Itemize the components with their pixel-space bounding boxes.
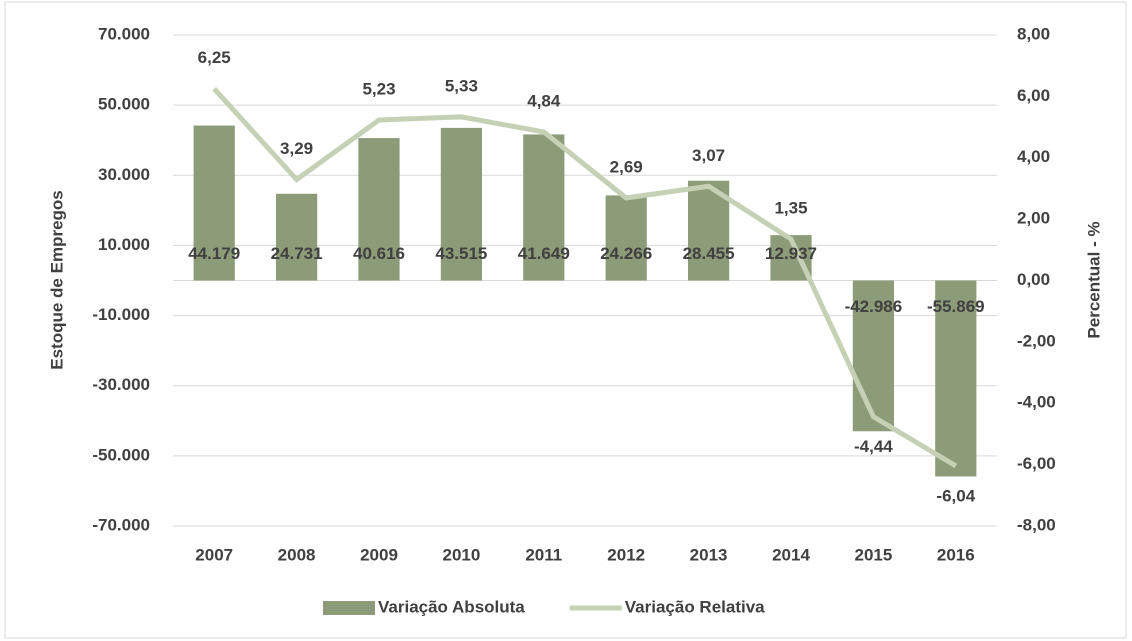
bar — [193, 125, 235, 281]
y-tick-label: 70.000 — [98, 24, 150, 43]
line — [212, 87, 958, 469]
y2-axis-label: Percentual - % — [1084, 221, 1103, 338]
bar — [935, 280, 977, 477]
x-tick-label: 2014 — [772, 545, 810, 564]
y2-tick-label: -8,00 — [1017, 515, 1056, 534]
bar-value-label: -55.869 — [927, 297, 985, 316]
x-tick-label: 2009 — [360, 545, 398, 564]
y2-tick-label: 4,00 — [1017, 147, 1050, 166]
y-axis-label: Estoque de Empregos — [47, 190, 66, 369]
x-tick-label: 2010 — [442, 545, 480, 564]
y-tick-label: 50.000 — [98, 95, 150, 114]
y-tick-label: -50.000 — [92, 445, 150, 464]
x-tick-label: 2007 — [195, 545, 233, 564]
y-tick-label: -10.000 — [92, 305, 150, 324]
bar — [523, 134, 565, 281]
y-tick-label: 30.000 — [98, 165, 150, 184]
legend-label: Variação Absoluta — [378, 597, 525, 616]
line-value-label: 5,33 — [445, 76, 478, 95]
bar — [605, 195, 647, 281]
line-value-label: 5,23 — [362, 79, 395, 98]
line-value-label: 6,25 — [198, 48, 231, 67]
chart-border — [4, 1, 1127, 639]
bar-value-label: -42.986 — [845, 297, 903, 316]
y2-tick-label: 6,00 — [1017, 86, 1050, 105]
y2-tick-label: -2,00 — [1017, 331, 1056, 350]
line-value-label: 1,35 — [774, 199, 807, 218]
y-tick-label: -70.000 — [92, 515, 150, 534]
bar — [852, 280, 894, 432]
bar — [358, 138, 400, 281]
line-value-label: 3,07 — [692, 146, 725, 165]
legend-swatch — [323, 601, 375, 615]
bar-value-label: 40.616 — [353, 244, 405, 263]
y2-tick-label: 2,00 — [1017, 209, 1050, 228]
y-tick-label: 10.000 — [98, 235, 150, 254]
line-value-label: 2,69 — [610, 157, 643, 176]
line-value-label: 4,84 — [527, 91, 561, 110]
y-tick-label: -30.000 — [92, 375, 150, 394]
bar-value-label: 41.649 — [518, 244, 570, 263]
bar-value-label: 24.731 — [271, 244, 323, 263]
y2-tick-label: 0,00 — [1017, 270, 1050, 289]
x-tick-label: 2015 — [854, 545, 892, 564]
y2-tick-label: -4,00 — [1017, 393, 1056, 412]
x-tick-label: 2011 — [525, 545, 562, 564]
x-tick-label: 2013 — [690, 545, 728, 564]
y2-tick-label: -6,00 — [1017, 454, 1056, 473]
bar-value-label: 44.179 — [188, 244, 240, 263]
line-value-label: 3,29 — [280, 139, 313, 158]
bar-value-label: 24.266 — [600, 244, 652, 263]
bar — [276, 193, 318, 281]
bar-value-label: 28.455 — [683, 244, 735, 263]
legend-label: Variação Relativa — [625, 597, 765, 616]
bar — [440, 127, 482, 281]
x-tick-label: 2016 — [937, 545, 975, 564]
bar-value-label: 12.937 — [765, 244, 817, 263]
y2-tick-label: 8,00 — [1017, 24, 1050, 43]
x-tick-label: 2012 — [607, 545, 645, 564]
line-value-label: -4,44 — [854, 437, 893, 456]
x-tick-label: 2008 — [278, 545, 316, 564]
bar-value-label: 43.515 — [435, 244, 487, 263]
line-value-label: -6,04 — [936, 486, 975, 505]
